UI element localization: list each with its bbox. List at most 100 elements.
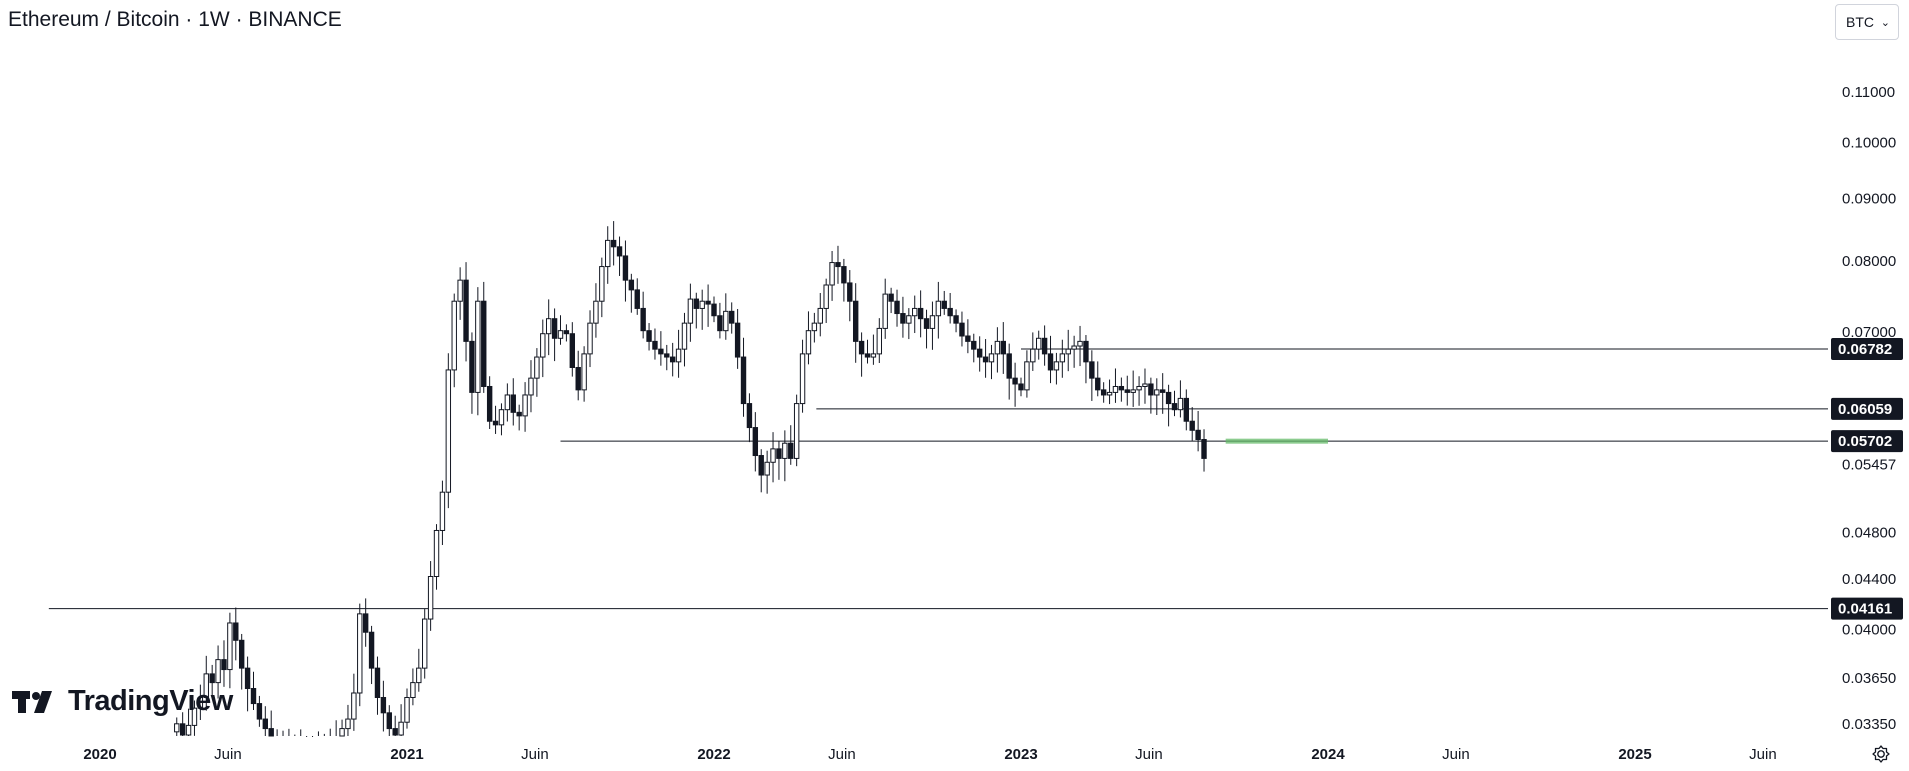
x-tick-month-label: Juin xyxy=(521,746,549,763)
candle-body xyxy=(864,353,871,358)
candle-body xyxy=(339,728,345,737)
candle-body xyxy=(534,356,540,379)
currency-label: BTC xyxy=(1846,14,1874,30)
tradingview-logo[interactable]: TradingView xyxy=(12,685,233,718)
candle-body xyxy=(433,529,440,578)
candle-body xyxy=(1118,385,1125,391)
candle-body xyxy=(551,318,558,339)
candle-body xyxy=(1006,353,1012,379)
candle-body xyxy=(451,300,457,371)
candle-body xyxy=(894,300,900,315)
candle-body xyxy=(912,307,918,317)
candle-body xyxy=(1100,389,1107,396)
candle-body xyxy=(563,330,570,335)
candle-body xyxy=(191,707,198,726)
candle-body xyxy=(994,340,1001,355)
x-tick-month-label: Juin xyxy=(214,746,242,763)
candle-body xyxy=(1047,353,1054,371)
candle-body xyxy=(575,366,581,391)
candle-body xyxy=(262,718,269,730)
x-tick-month-label: Juin xyxy=(1135,746,1163,763)
candle-body xyxy=(705,300,711,305)
candle-body xyxy=(422,618,428,669)
x-tick-month-label: Juin xyxy=(1442,746,1470,763)
candle-body xyxy=(1171,403,1178,411)
candle-body xyxy=(976,348,983,358)
gear-icon[interactable] xyxy=(1871,744,1891,764)
logo-text: TradingView xyxy=(68,685,233,717)
candle-body xyxy=(1183,397,1190,422)
candle-body xyxy=(1065,348,1071,355)
candle-body xyxy=(717,315,723,332)
candle-body xyxy=(209,673,215,684)
candle-body xyxy=(197,696,204,709)
candle-body xyxy=(817,307,823,324)
candle-body xyxy=(658,348,664,355)
candle-body xyxy=(1071,345,1077,350)
candle-body xyxy=(1036,337,1042,350)
candle-body xyxy=(1148,383,1154,396)
candle-body xyxy=(852,300,859,342)
candle-body xyxy=(811,322,818,332)
candle-body xyxy=(227,622,233,671)
candle-body xyxy=(693,298,699,309)
candle-body xyxy=(734,322,741,358)
candle-body xyxy=(888,293,894,302)
candle-body xyxy=(841,266,847,284)
candle-body xyxy=(439,491,446,531)
candle-body xyxy=(947,307,953,317)
x-tick-year-label: 2025 xyxy=(1618,746,1651,763)
candle-body xyxy=(504,394,511,411)
candle-body xyxy=(941,300,947,309)
candle-body xyxy=(569,333,576,368)
candle-body xyxy=(752,427,759,457)
candle-body xyxy=(1112,385,1119,393)
candle-body xyxy=(646,330,652,342)
candle-body xyxy=(699,300,705,309)
candle-body xyxy=(829,262,835,286)
candle-body xyxy=(953,315,959,324)
candle-body xyxy=(1189,420,1195,431)
x-tick-year-label: 2021 xyxy=(390,746,423,763)
candle-body xyxy=(605,239,611,268)
candle-body xyxy=(900,313,906,324)
currency-selector[interactable]: BTC ⌄ xyxy=(1835,4,1899,40)
candle-body xyxy=(368,631,375,669)
price-axis[interactable]: 0.11000 0.10000 0.09000 0.08000 0.07000 0.054… xyxy=(1842,84,1896,733)
candle-body xyxy=(587,322,593,355)
candle-body xyxy=(923,318,930,329)
candle-body xyxy=(557,330,564,339)
candle-body xyxy=(516,411,522,417)
x-tick-month-label: Juin xyxy=(828,746,856,763)
candle-body xyxy=(410,682,416,698)
price-badge-label: 0.06782 xyxy=(1838,341,1892,358)
candle-body xyxy=(244,667,251,690)
candle-body xyxy=(664,353,670,358)
candle-body xyxy=(669,356,676,363)
y-tick-label: 0.08000 xyxy=(1842,253,1896,270)
x-tick-year-label: 2020 xyxy=(83,746,116,763)
candle-body xyxy=(758,455,764,476)
candle-body xyxy=(545,318,552,335)
candle-body xyxy=(858,340,865,355)
x-tick-year-label: 2023 xyxy=(1004,746,1037,763)
x-tick-year-label: 2022 xyxy=(697,746,730,763)
candle-body xyxy=(788,442,794,459)
candle-body xyxy=(740,356,747,405)
candle-body xyxy=(179,723,186,736)
candle-body xyxy=(776,448,782,459)
candle-body xyxy=(681,322,688,350)
candle-body xyxy=(616,246,623,257)
candle-body xyxy=(404,696,410,723)
candle-body xyxy=(475,300,481,393)
candle-body xyxy=(882,293,888,329)
candle-body xyxy=(416,667,422,684)
horizontal-levels xyxy=(48,348,1828,610)
candle-body xyxy=(959,322,965,337)
candle-body xyxy=(374,667,381,698)
candle-body xyxy=(1000,340,1006,355)
time-axis[interactable]: 2020 Juin 2021 Juin 2022 Juin 2023 Juin 2024 Juin… xyxy=(83,746,1776,763)
candle-body xyxy=(782,442,788,459)
candle-body xyxy=(238,639,245,669)
